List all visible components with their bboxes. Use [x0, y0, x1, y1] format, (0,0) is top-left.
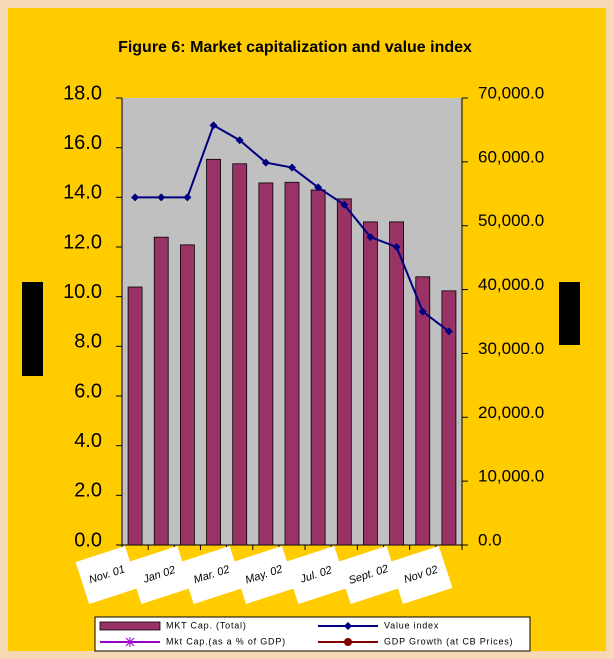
legend-label: Value index: [384, 620, 439, 630]
x-tick-group: Jan 02: [127, 546, 191, 604]
x-tick-group: Nov. 01: [75, 546, 139, 604]
x-tick-box: [389, 546, 453, 604]
bar: [441, 290, 457, 546]
x-tick-group: Jul. 02: [284, 546, 348, 604]
y-tick-label: 4.0: [74, 430, 102, 452]
y-tick-label: 10.0: [63, 281, 102, 303]
x-tick-box: [180, 546, 244, 604]
x-tick-box: [284, 546, 348, 604]
line-marker: [392, 243, 401, 251]
y2-tick-label: 40,000.0: [478, 275, 544, 294]
chart-title: Figure 6: Market capitalization and valu…: [118, 39, 472, 56]
y-tick-label: 16.0: [63, 132, 102, 154]
legend-swatch: [99, 621, 161, 631]
y-tick-label: 2.0: [74, 480, 102, 502]
bar: [284, 181, 300, 546]
y2-tick-label: 30,000.0: [478, 339, 544, 358]
line-marker: [314, 183, 323, 192]
line-marker: [235, 136, 244, 145]
line-marker: [183, 193, 192, 202]
bar: [310, 189, 326, 546]
line-marker: [209, 121, 218, 130]
y-tick-label: 8.0: [74, 331, 102, 353]
line-marker: [444, 327, 453, 336]
line-marker: [344, 638, 352, 646]
y-tick-label: 18.0: [63, 82, 102, 104]
legend-label: Mkt Cap.(as a % of GDP): [166, 636, 286, 646]
x-tick-group: Sept. 02: [337, 546, 401, 604]
y-tick-label: 12.0: [63, 231, 102, 253]
bar: [389, 221, 405, 546]
line-marker: [125, 637, 135, 647]
line-marker: [261, 158, 270, 167]
bar: [206, 158, 221, 546]
legend-label: MKT Cap. (Total): [166, 620, 247, 630]
y2-tick-label: 0.0: [478, 530, 502, 549]
x-tick-group: Mar. 02: [180, 546, 244, 604]
x-tick-group: May. 02: [232, 546, 296, 604]
y-tick-label: 0.0: [74, 529, 102, 551]
x-tick-group: Nov 02: [389, 546, 453, 604]
x-tick-box: [127, 546, 191, 604]
redaction: [559, 282, 580, 345]
bar: [232, 163, 248, 546]
y2-tick-label: 70,000.0: [478, 83, 544, 102]
legend-label: GDP Growth (at CB Prices): [384, 636, 513, 646]
line-marker: [131, 193, 140, 202]
x-tick-box: [337, 546, 401, 604]
redaction: [22, 282, 43, 376]
line-marker: [340, 200, 349, 209]
line-marker: [366, 233, 375, 242]
y-tick-label: 14.0: [63, 182, 102, 204]
bar: [415, 276, 431, 546]
line-marker: [344, 622, 352, 630]
bar: [258, 182, 274, 546]
y2-tick-label: 50,000.0: [478, 211, 544, 230]
bar: [336, 198, 352, 546]
y2-tick-label: 10,000.0: [478, 467, 544, 486]
y2-tick-label: 60,000.0: [478, 147, 544, 166]
bar: [153, 236, 169, 546]
x-tick-box: [75, 546, 139, 604]
line-marker: [157, 193, 166, 202]
line-marker: [288, 163, 296, 172]
bar: [127, 286, 143, 546]
x-tick-box: [232, 546, 296, 604]
y-tick-label: 6.0: [74, 380, 102, 402]
bar: [363, 221, 378, 546]
bar: [179, 244, 195, 546]
legend: [94, 616, 531, 652]
y2-tick-label: 20,000.0: [478, 403, 544, 422]
line-marker: [418, 307, 427, 316]
